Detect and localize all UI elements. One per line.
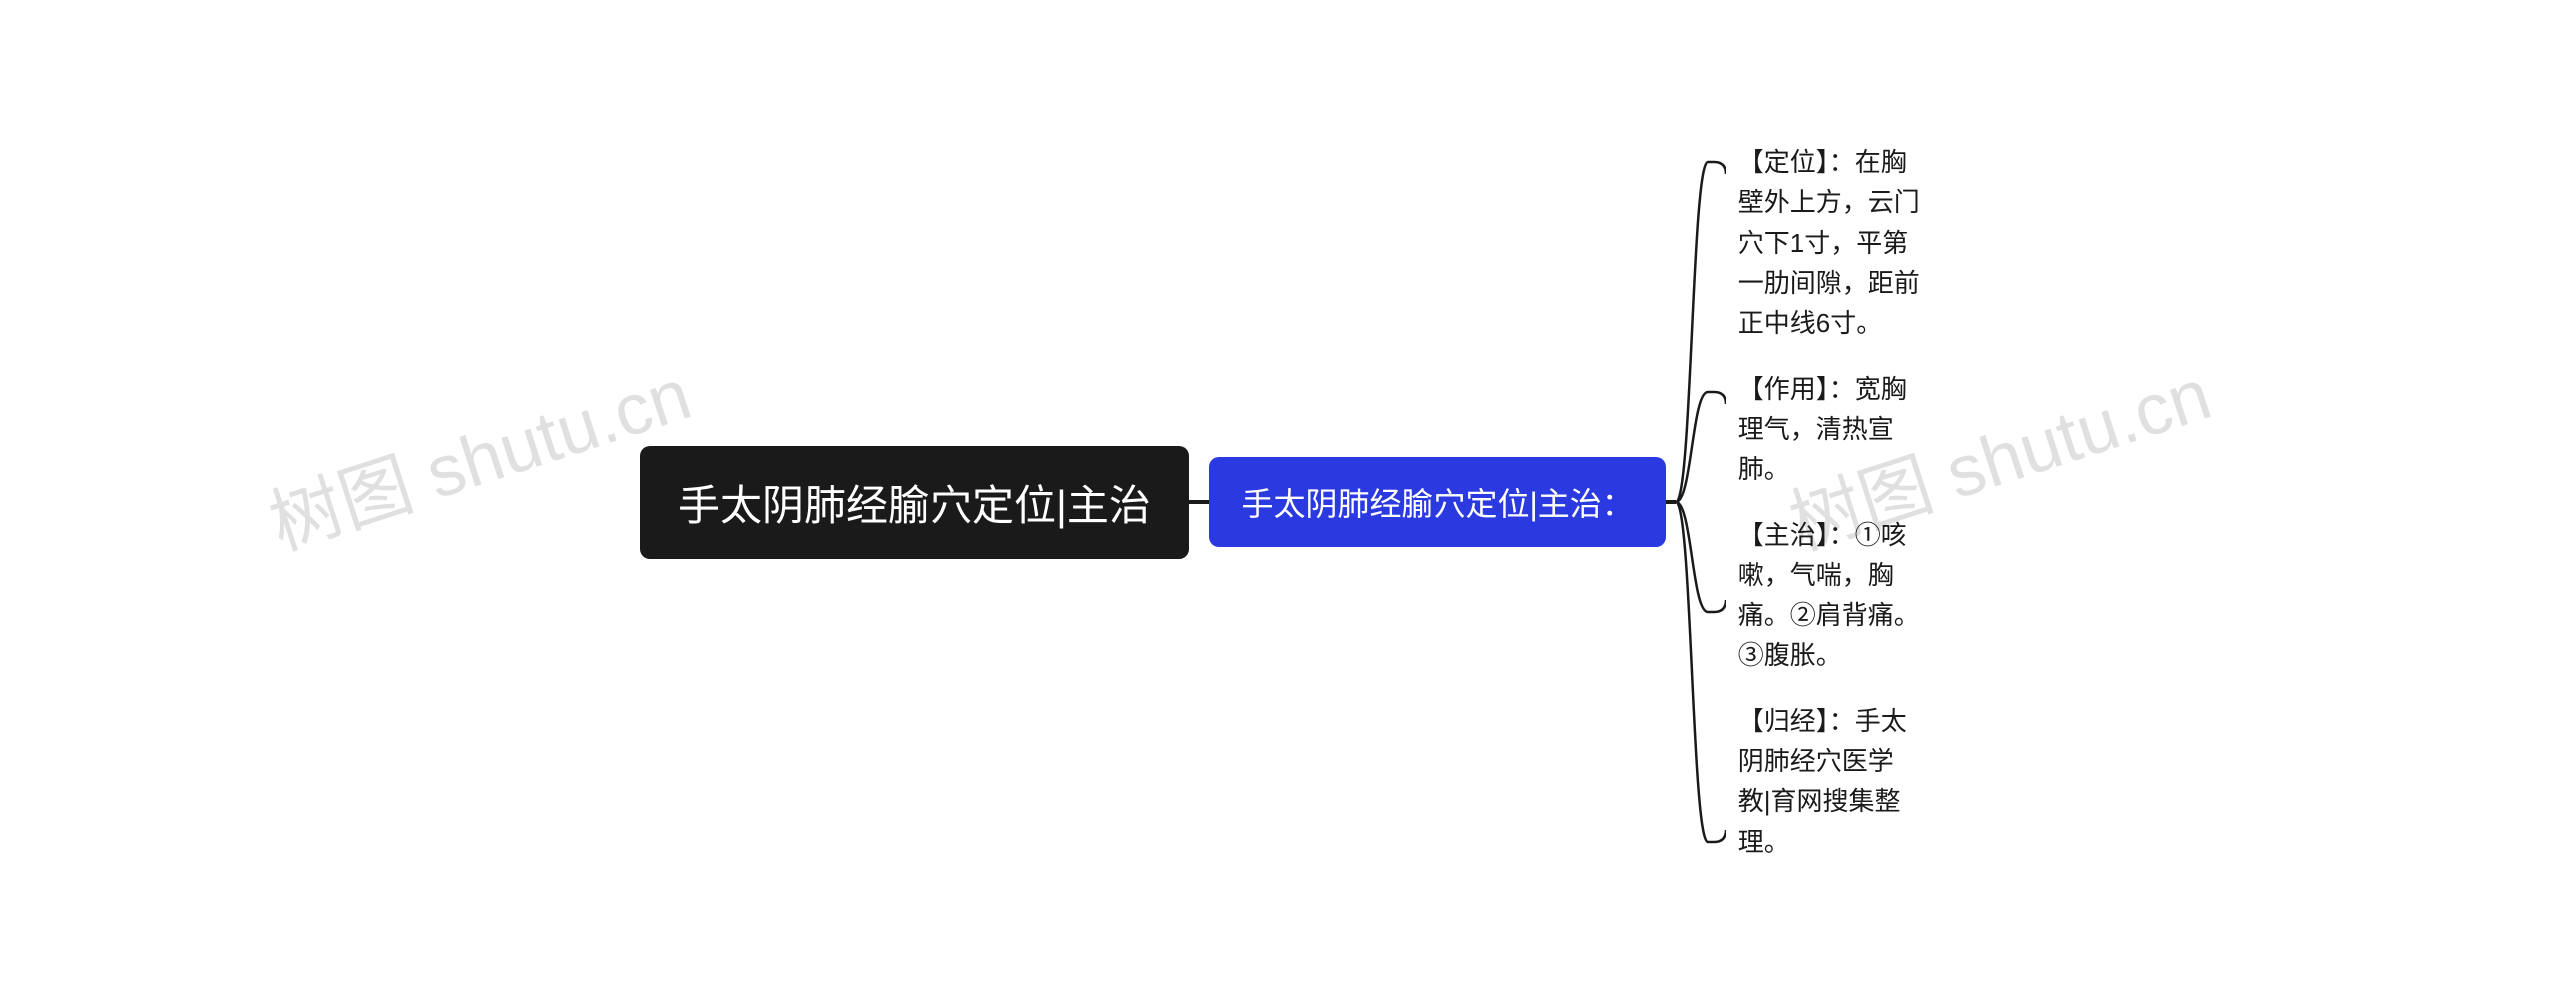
child-node: 手太阴肺经腧穴定位|主治： xyxy=(1209,457,1665,547)
leaf-text: 【作用】：宽胸理气，清热宣肺。 xyxy=(1738,369,1920,490)
leaf-node: 【归经】：手太阴肺经穴医学教|育网搜集整理。 xyxy=(1738,701,1920,862)
connector-line xyxy=(1189,500,1210,504)
leaf-text: 【主治】：①咳嗽，气喘，胸痛。②肩背痛。③腹胀。 xyxy=(1738,515,1920,676)
leaf-container: 【定位】：在胸壁外上方，云门穴下1寸，平第一肋间隙，距前正中线6寸。 【作用】：… xyxy=(1738,142,1920,862)
leaf-text: 【归经】：手太阴肺经穴医学教|育网搜集整理。 xyxy=(1738,701,1920,862)
connector-line xyxy=(1666,500,1676,504)
watermark: 树图 shutu.cn xyxy=(254,335,701,570)
root-node: 手太阴肺经腧穴定位|主治 xyxy=(640,446,1189,559)
mindmap-container: 手太阴肺经腧穴定位|主治 手太阴肺经腧穴定位|主治： 【定位】：在胸壁外上方，云… xyxy=(640,142,1920,862)
leaf-node: 【主治】：①咳嗽，气喘，胸痛。②肩背痛。③腹胀。 xyxy=(1738,515,1920,676)
bracket-connector xyxy=(1676,142,1726,862)
leaf-node: 【定位】：在胸壁外上方，云门穴下1寸，平第一肋间隙，距前正中线6寸。 xyxy=(1738,142,1920,343)
leaf-node: 【作用】：宽胸理气，清热宣肺。 xyxy=(1738,369,1920,490)
leaf-text: 【定位】：在胸壁外上方，云门穴下1寸，平第一肋间隙，距前正中线6寸。 xyxy=(1738,142,1920,343)
